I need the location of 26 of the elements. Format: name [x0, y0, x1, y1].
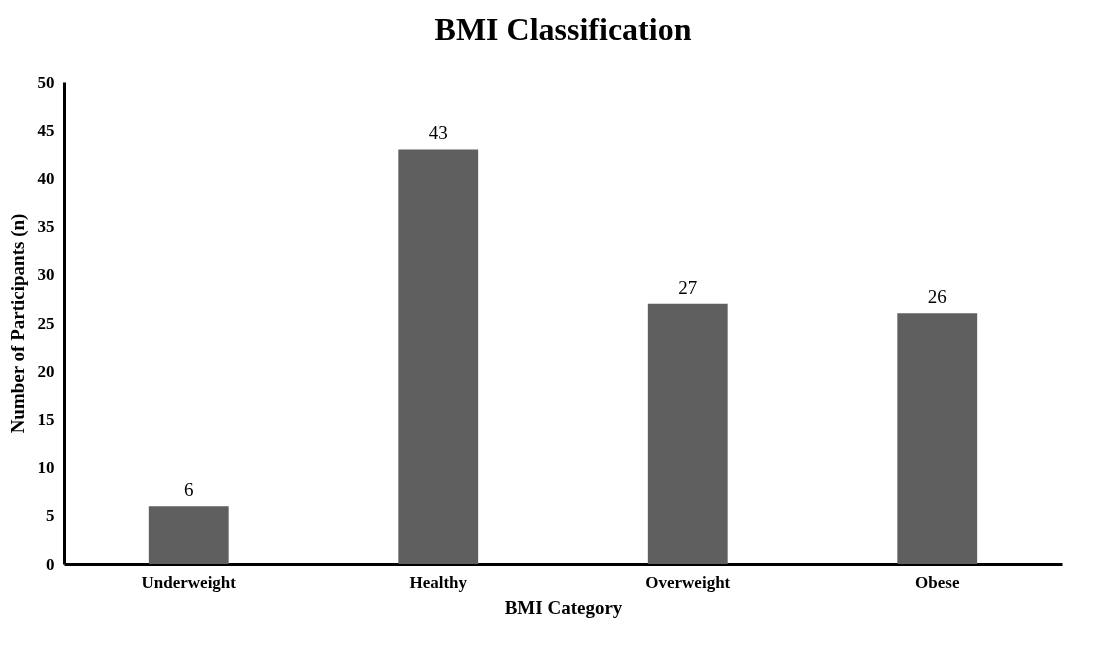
bar — [148, 506, 229, 564]
y-tick-label: 25 — [37, 313, 55, 333]
bar — [897, 313, 978, 564]
y-tick-label: 30 — [37, 265, 55, 285]
data-label: 27 — [678, 276, 698, 298]
x-tick-label: Healthy — [409, 572, 468, 592]
bar — [398, 149, 479, 564]
y-tick-label: 45 — [37, 120, 55, 140]
y-tick-label: 50 — [37, 72, 55, 92]
y-tick-label: 0 — [46, 554, 55, 574]
data-label: 43 — [428, 122, 448, 144]
x-tick-label: Underweight — [141, 572, 237, 592]
x-tick-label: Obese — [915, 572, 960, 592]
x-axis-title: BMI Category — [504, 596, 623, 618]
data-label: 26 — [927, 286, 947, 308]
chart-title: BMI Classification — [434, 11, 692, 47]
y-axis-title: Number of Participants (n) — [6, 213, 29, 434]
x-tick-label: Overweight — [645, 572, 731, 592]
y-tick-label: 5 — [46, 506, 55, 526]
y-tick-label: 35 — [37, 217, 55, 237]
y-tick-label: 40 — [37, 168, 55, 188]
y-tick-label: 20 — [37, 361, 55, 381]
y-tick-label: 10 — [37, 458, 55, 478]
data-label: 6 — [184, 479, 194, 501]
y-tick-label: 15 — [37, 409, 55, 429]
bar — [647, 303, 728, 564]
